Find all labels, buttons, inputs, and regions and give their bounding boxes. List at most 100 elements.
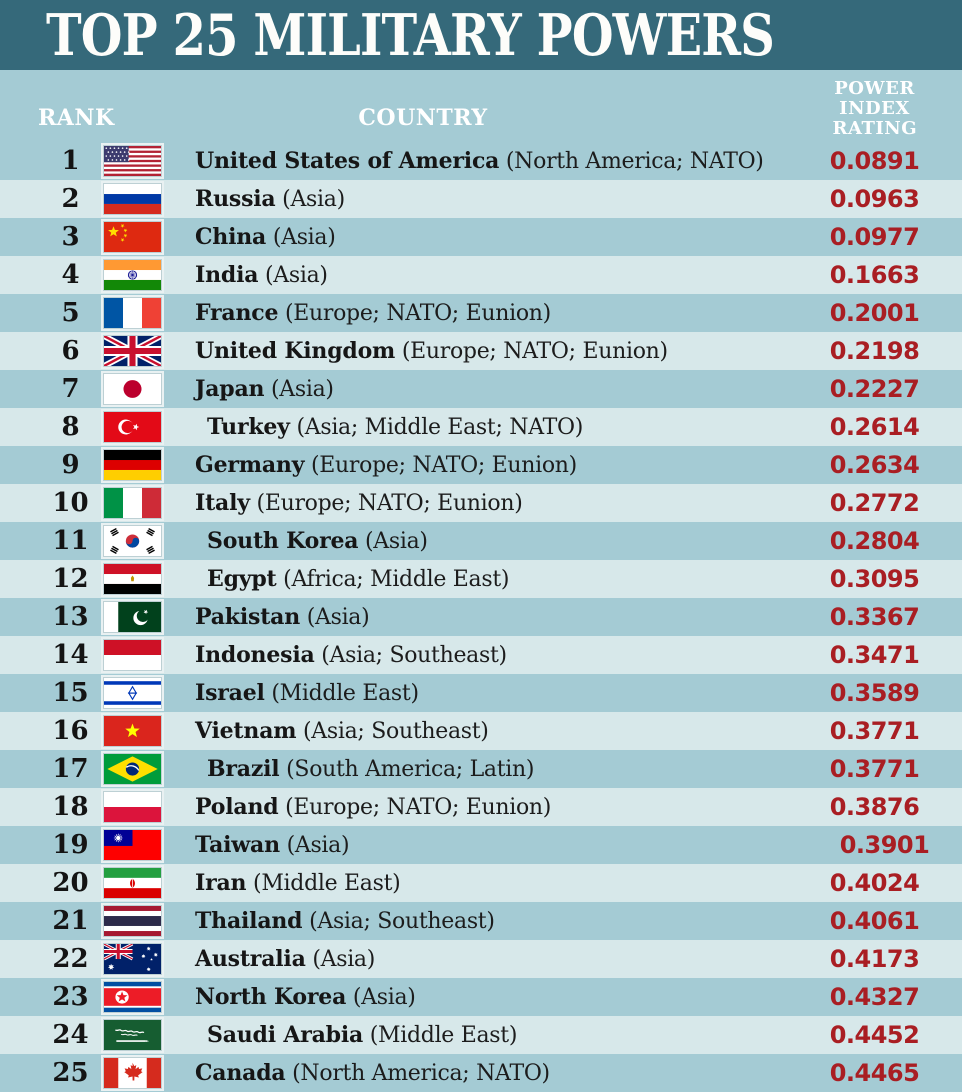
rank-value: 1	[61, 146, 80, 176]
power-index-value: 0.4327	[829, 983, 920, 1011]
flag-germany-icon	[103, 449, 162, 481]
country-name: India	[195, 263, 259, 287]
flag-vietnam-icon	[103, 715, 162, 747]
country-name: Egypt	[207, 567, 277, 591]
table-row: 7 Japan (Asia) 0.2227	[0, 370, 962, 408]
flag-cell	[103, 981, 171, 1013]
flag-italy-icon	[103, 487, 162, 519]
power-index-value: 0.1663	[829, 261, 920, 289]
table-row: 21 Thailand (Asia; Southeast) 0.4061	[0, 902, 962, 940]
table-row: 19 Taiwan (Asia) 0.3901	[0, 826, 962, 864]
country-name: South Korea	[207, 529, 359, 553]
flag-cell	[103, 221, 171, 253]
country-name: Turkey	[207, 415, 290, 439]
country-cell: Australia (Asia)	[171, 948, 787, 971]
flag-russia-icon	[103, 183, 162, 215]
country-name: Russia	[195, 187, 276, 211]
country-name: China	[195, 225, 267, 249]
flag-cell	[103, 373, 171, 405]
country-name: Germany	[195, 453, 305, 477]
flag-cell	[103, 943, 171, 975]
country-region: (Asia)	[258, 263, 328, 287]
flag-poland-icon	[103, 791, 162, 823]
country-region: (Asia)	[305, 947, 376, 971]
flag-indonesia-icon	[103, 639, 162, 671]
table-row: 5 France (Europe; NATO; Eunion) 0.2001	[0, 294, 962, 332]
power-index-value: 0.4173	[829, 945, 920, 973]
country-name: Israel	[195, 681, 265, 705]
table-row: 9 Germany (Europe; NATO; Eunion) 0.2634	[0, 446, 962, 484]
table-row: 10 Italy (Europe; NATO; Eunion) 0.2772	[0, 484, 962, 522]
flag-north-korea-icon	[103, 981, 162, 1013]
flag-cell	[103, 563, 171, 595]
rank-value: 21	[52, 906, 89, 936]
country-cell: Israel (Middle East)	[171, 682, 787, 705]
table-row: 18 Poland (Europe; NATO; Eunion) 0.3876	[0, 788, 962, 826]
flag-cell	[103, 411, 171, 443]
flag-cell	[103, 145, 171, 177]
country-cell: Saudi Arabia (Middle East)	[171, 1024, 787, 1047]
table-row: 6 United Kingdom (Europe; NATO; Eunion) 0.…	[0, 332, 962, 370]
country-name: Japan	[195, 377, 265, 401]
rank-value: 10	[52, 488, 89, 518]
country-region: (Asia)	[275, 187, 345, 211]
flag-cell	[103, 183, 171, 215]
table-row: 13 Pakistan (Asia) 0.3367	[0, 598, 962, 636]
power-index-value: 0.3876	[829, 793, 920, 821]
power-index-value: 0.2804	[829, 527, 920, 555]
power-index-value: 0.2772	[829, 489, 920, 517]
table-row: 4 India (Asia) 0.1663	[0, 256, 962, 294]
flag-thailand-icon	[103, 905, 162, 937]
rank-value: 6	[61, 336, 80, 366]
power-index-value: 0.2198	[829, 337, 920, 365]
table-row: 22 Australia (Asia) 0.4173	[0, 940, 962, 978]
column-header-row: RANK COUNTRY POWER INDEX RATING	[0, 70, 962, 142]
country-cell: China (Asia)	[171, 226, 787, 249]
rank-value: 18	[52, 792, 89, 822]
table-body: 1 United States of America (North America…	[0, 142, 962, 1092]
table-row: 1 United States of America (North America…	[0, 142, 962, 180]
country-cell: Taiwan (Asia)	[171, 834, 787, 857]
flag-saudi-arabia-icon	[103, 1019, 162, 1051]
country-name: United States of America	[195, 149, 500, 173]
country-cell: Turkey (Asia; Middle East; NATO)	[171, 416, 787, 439]
country-cell: South Korea (Asia)	[171, 530, 787, 553]
flag-cell	[103, 1019, 171, 1051]
flag-australia-icon	[103, 943, 162, 975]
country-region: (North America; NATO)	[499, 149, 764, 173]
country-region: (Europe; NATO; Eunion)	[395, 339, 668, 363]
table-row: 16 Vietnam (Asia; Southeast) 0.3771	[0, 712, 962, 750]
power-index-value: 0.2227	[829, 375, 920, 403]
flag-cell	[103, 639, 171, 671]
rank-value: 25	[52, 1058, 89, 1088]
country-cell: Russia (Asia)	[171, 188, 787, 211]
rank-value: 22	[52, 944, 89, 974]
flag-cell	[103, 753, 171, 785]
flag-cell	[103, 1057, 171, 1089]
flag-pakistan-icon	[103, 601, 162, 633]
flag-cell	[103, 677, 171, 709]
flag-cell	[103, 905, 171, 937]
flag-france-icon	[103, 297, 162, 329]
flag-taiwan-icon	[103, 829, 162, 861]
power-index-value: 0.3471	[829, 641, 920, 669]
flag-cell	[103, 715, 171, 747]
flag-iran-icon	[103, 867, 162, 899]
country-cell: Pakistan (Asia)	[171, 606, 787, 629]
country-cell: United States of America (North America;…	[171, 150, 787, 173]
country-name: North Korea	[195, 985, 347, 1009]
flag-cell	[103, 297, 171, 329]
country-cell: Canada (North America; NATO)	[171, 1062, 787, 1085]
flag-cell	[103, 867, 171, 899]
country-region: (Europe; NATO; Eunion)	[249, 491, 523, 515]
rank-value: 9	[61, 450, 80, 480]
power-index-value: 0.3901	[839, 831, 930, 859]
country-cell: France (Europe; NATO; Eunion)	[171, 302, 787, 325]
column-header-rating: POWER INDEX RATING	[787, 73, 962, 139]
rank-value: 16	[52, 716, 89, 746]
country-cell: Italy (Europe; NATO; Eunion)	[171, 492, 787, 515]
power-index-value: 0.3367	[829, 603, 920, 631]
power-index-value: 0.4452	[829, 1021, 920, 1049]
rank-value: 12	[52, 564, 89, 594]
